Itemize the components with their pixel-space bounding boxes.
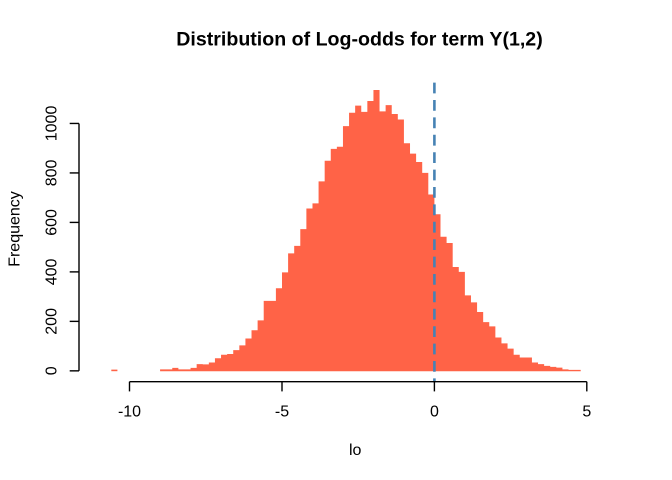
svg-text:0: 0 bbox=[44, 366, 61, 375]
svg-text:Distribution of Log-odds for t: Distribution of Log-odds for term Y(1,2) bbox=[176, 29, 542, 51]
svg-text:600: 600 bbox=[44, 209, 61, 236]
svg-text:1000: 1000 bbox=[44, 106, 61, 142]
svg-text:800: 800 bbox=[44, 159, 61, 186]
svg-text:5: 5 bbox=[582, 404, 591, 421]
svg-text:-5: -5 bbox=[275, 404, 289, 421]
svg-text:-10: -10 bbox=[118, 404, 141, 421]
svg-text:0: 0 bbox=[430, 404, 439, 421]
svg-text:Frequency: Frequency bbox=[7, 191, 24, 267]
svg-text:400: 400 bbox=[44, 258, 61, 285]
svg-text:lo: lo bbox=[349, 442, 362, 459]
svg-text:200: 200 bbox=[44, 308, 61, 335]
